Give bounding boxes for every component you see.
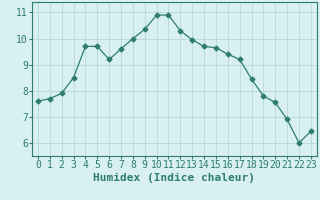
X-axis label: Humidex (Indice chaleur): Humidex (Indice chaleur) bbox=[93, 173, 255, 183]
